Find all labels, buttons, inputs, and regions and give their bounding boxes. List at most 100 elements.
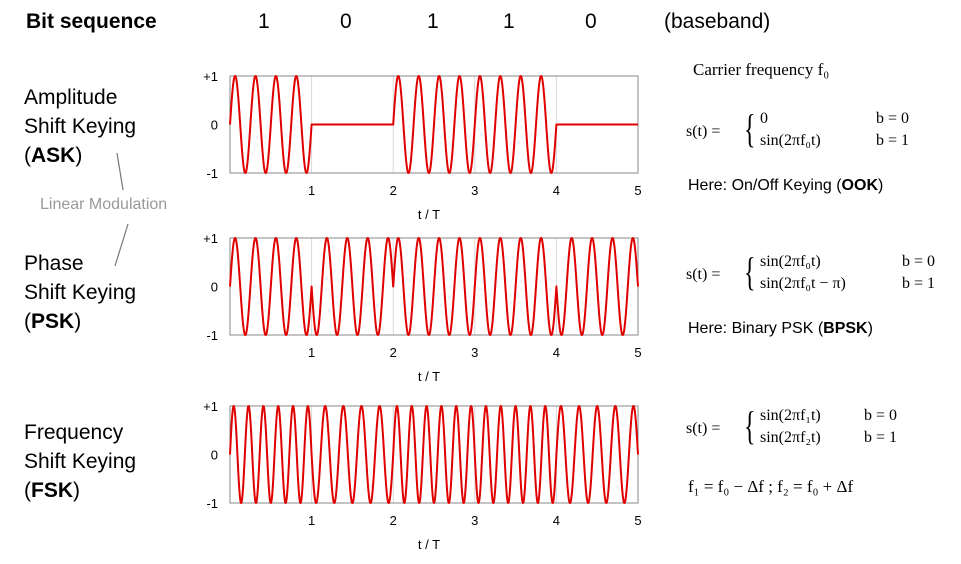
bit-label-3: 1 — [427, 10, 439, 33]
ook-note-suffix: ) — [878, 177, 884, 194]
ook-abbr: OOK — [841, 177, 878, 194]
bit-sequence-title: Bit sequence — [26, 10, 157, 33]
ask-close: ) — [75, 144, 83, 167]
bit-label-4: 1 — [503, 10, 515, 33]
fsk-open: ( — [24, 479, 31, 502]
fsk-label-abbr-line: (FSK) — [24, 476, 136, 505]
psk-formula-row2: sin(2πf₀t − π) b = 1 — [760, 275, 935, 293]
fsk-waveform — [229, 405, 639, 504]
bpsk-note-prefix: Here: Binary PSK ( — [688, 320, 824, 337]
fsk-formula: s(t) = { sin(2πf₁t) b = 0 sin(2πf₂t) b = 1 — [686, 403, 946, 455]
psk-row1-cond: b = 0 — [902, 253, 936, 270]
psk-row1-expr: sin(2πf₀t) — [760, 253, 821, 270]
ask-row1-expr: 0 — [760, 110, 768, 127]
psk-xlabel: t / T — [418, 369, 440, 384]
ask-row2-cond: b = 1 — [876, 132, 910, 149]
psk-xtick-label-3: 3 — [471, 345, 478, 360]
ask-xtick-label-1: 1 — [308, 183, 315, 198]
psk-waveform — [229, 237, 639, 336]
fsk-label-line2: Shift Keying — [24, 450, 137, 473]
ook-note-prefix: Here: On/Off Keying ( — [688, 177, 842, 194]
ask-abbr: ASK — [31, 144, 76, 167]
psk-label-line2: Shift Keying — [24, 281, 137, 304]
psk-close: ) — [74, 310, 82, 333]
fsk-formula-row2: sin(2πf₂t) b = 1 — [760, 429, 897, 447]
fsk-label-line1: Frequency — [24, 421, 124, 444]
ask-xtick-label-2: 2 — [390, 183, 397, 198]
connector-psk — [114, 223, 129, 267]
fsk-abbr: FSK — [31, 479, 73, 502]
psk-ytick-label-3: -1 — [206, 328, 218, 343]
ask-formula-row1: 0 b = 0 — [760, 110, 909, 128]
psk-label: Phase Shift Keying (PSK) — [24, 249, 136, 336]
fsk-formula-lhs: s(t) = — [686, 420, 721, 437]
psk-abbr: PSK — [31, 310, 75, 333]
ask-waveform — [229, 75, 639, 174]
psk-xtick-label-1: 1 — [308, 345, 315, 360]
psk-formula-row1: sin(2πf₀t) b = 0 — [760, 253, 935, 271]
psk-row2-cond: b = 1 — [902, 275, 936, 292]
ask-formula-brace: { — [744, 106, 756, 151]
psk-formula-lhs: s(t) = — [686, 266, 721, 283]
ask-formula-lhs: s(t) = — [686, 123, 721, 140]
fsk-xtick-label-3: 3 — [471, 513, 478, 528]
fsk-frequency-relation: f₁ = f₀ − Δf ; f₂ = f₀ + Δf — [688, 477, 854, 496]
psk-label-line1: Phase — [24, 252, 84, 275]
psk-xtick-label-4: 4 — [553, 345, 560, 360]
ask-row1-cond: b = 0 — [876, 110, 910, 127]
bit-label-2: 0 — [340, 10, 352, 33]
psk-formula-brace: { — [744, 249, 756, 294]
ask-label-line1: Amplitude — [24, 86, 118, 109]
bpsk-note: Here: Binary PSK (BPSK) — [688, 320, 873, 338]
fsk-xlabel: t / T — [418, 537, 440, 552]
fsk-formula-brace: { — [744, 403, 756, 448]
linear-modulation-label: Linear Modulation — [40, 196, 168, 213]
bit-label-1: 1 — [258, 10, 270, 33]
psk-label-abbr-line: (PSK) — [24, 307, 136, 336]
ask-formula: s(t) = { 0 b = 0 sin(2πf₀t) b = 1 — [686, 106, 946, 158]
connector-ask — [116, 152, 124, 191]
fsk-formula-row1: sin(2πf₁t) b = 0 — [760, 407, 897, 425]
ask-formula-row2: sin(2πf₀t) b = 1 — [760, 132, 909, 150]
psk-row2-expr: sin(2πf₀t − π) — [760, 275, 846, 292]
carrier-frequency-label: Carrier frequency f₀ — [693, 60, 830, 79]
bpsk-abbr: BPSK — [823, 320, 868, 337]
fsk-label: Frequency Shift Keying (FSK) — [24, 418, 136, 505]
fsk-ytick-label-3: -1 — [206, 496, 218, 511]
fsk-ytick-label-2: 0 — [211, 448, 218, 463]
ask-xlabel: t / T — [418, 207, 440, 222]
fsk-row1-cond: b = 0 — [864, 407, 898, 424]
fsk-row2-expr: sin(2πf₂t) — [760, 429, 821, 446]
fsk-row2-cond: b = 1 — [864, 429, 898, 446]
ask-ytick-label-2: 0 — [211, 118, 218, 133]
fsk-xtick-label-2: 2 — [390, 513, 397, 528]
ask-xtick-label-5: 5 — [634, 183, 641, 198]
psk-open: ( — [24, 310, 31, 333]
ask-ytick-label-1: +1 — [203, 69, 218, 84]
fsk-xtick-label-1: 1 — [308, 513, 315, 528]
bpsk-note-suffix: ) — [867, 320, 873, 337]
psk-xtick-label-5: 5 — [634, 345, 641, 360]
ask-ytick-label-3: -1 — [206, 166, 218, 181]
psk-xtick-label-2: 2 — [390, 345, 397, 360]
psk-ytick-label-2: 0 — [211, 280, 218, 295]
ask-row2-expr: sin(2πf₀t) — [760, 132, 821, 149]
psk-ytick-label-1: +1 — [203, 231, 218, 246]
fsk-row1-expr: sin(2πf₁t) — [760, 407, 821, 424]
fsk-ytick-label-1: +1 — [203, 399, 218, 414]
fsk-xtick-label-5: 5 — [634, 513, 641, 528]
ask-label-line2: Shift Keying — [24, 115, 137, 138]
ask-xtick-label-4: 4 — [553, 183, 560, 198]
ask-label-abbr-line: (ASK) — [24, 141, 136, 170]
ask-open: ( — [24, 144, 31, 167]
fsk-close: ) — [73, 479, 80, 502]
fsk-xtick-label-4: 4 — [553, 513, 560, 528]
baseband-label: (baseband) — [664, 10, 771, 33]
ask-xtick-label-3: 3 — [471, 183, 478, 198]
ask-label: Amplitude Shift Keying (ASK) — [24, 83, 136, 170]
ook-note: Here: On/Off Keying (OOK) — [688, 177, 883, 195]
